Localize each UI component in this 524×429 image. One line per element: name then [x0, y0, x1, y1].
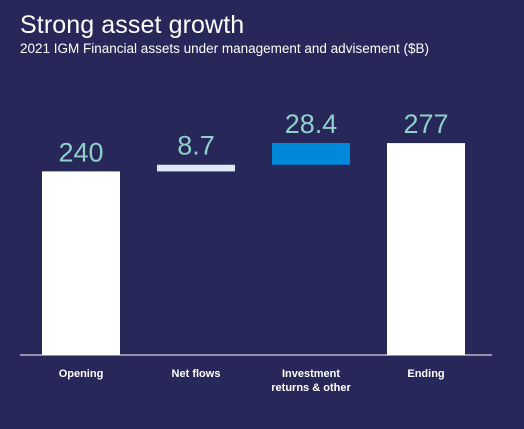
- bars-group: [42, 143, 465, 355]
- chart-title: Strong asset growth: [20, 11, 245, 39]
- value-labels-group: 240 8.7 28.4 277: [58, 109, 448, 167]
- category-label-investment-returns: Investment returns & other: [271, 368, 351, 394]
- category-label-ending: Ending: [407, 368, 444, 380]
- value-label-net-flows: 8.7: [177, 131, 215, 161]
- bar-ending: [387, 143, 465, 355]
- chart-subtitle: 2021 IGM Financial assets under manageme…: [20, 41, 429, 56]
- bar-investment-returns: [272, 143, 350, 165]
- value-label-ending: 277: [403, 109, 448, 139]
- category-label-opening: Opening: [59, 368, 104, 380]
- bar-net-flows: [157, 164, 235, 172]
- value-label-opening: 240: [58, 137, 103, 167]
- category-label-net-flows: Net flows: [172, 368, 221, 380]
- value-label-investment-returns: 28.4: [285, 109, 338, 139]
- category-labels-group: Opening Net flows Investment returns & othe…: [59, 368, 445, 394]
- bar-opening: [42, 171, 120, 355]
